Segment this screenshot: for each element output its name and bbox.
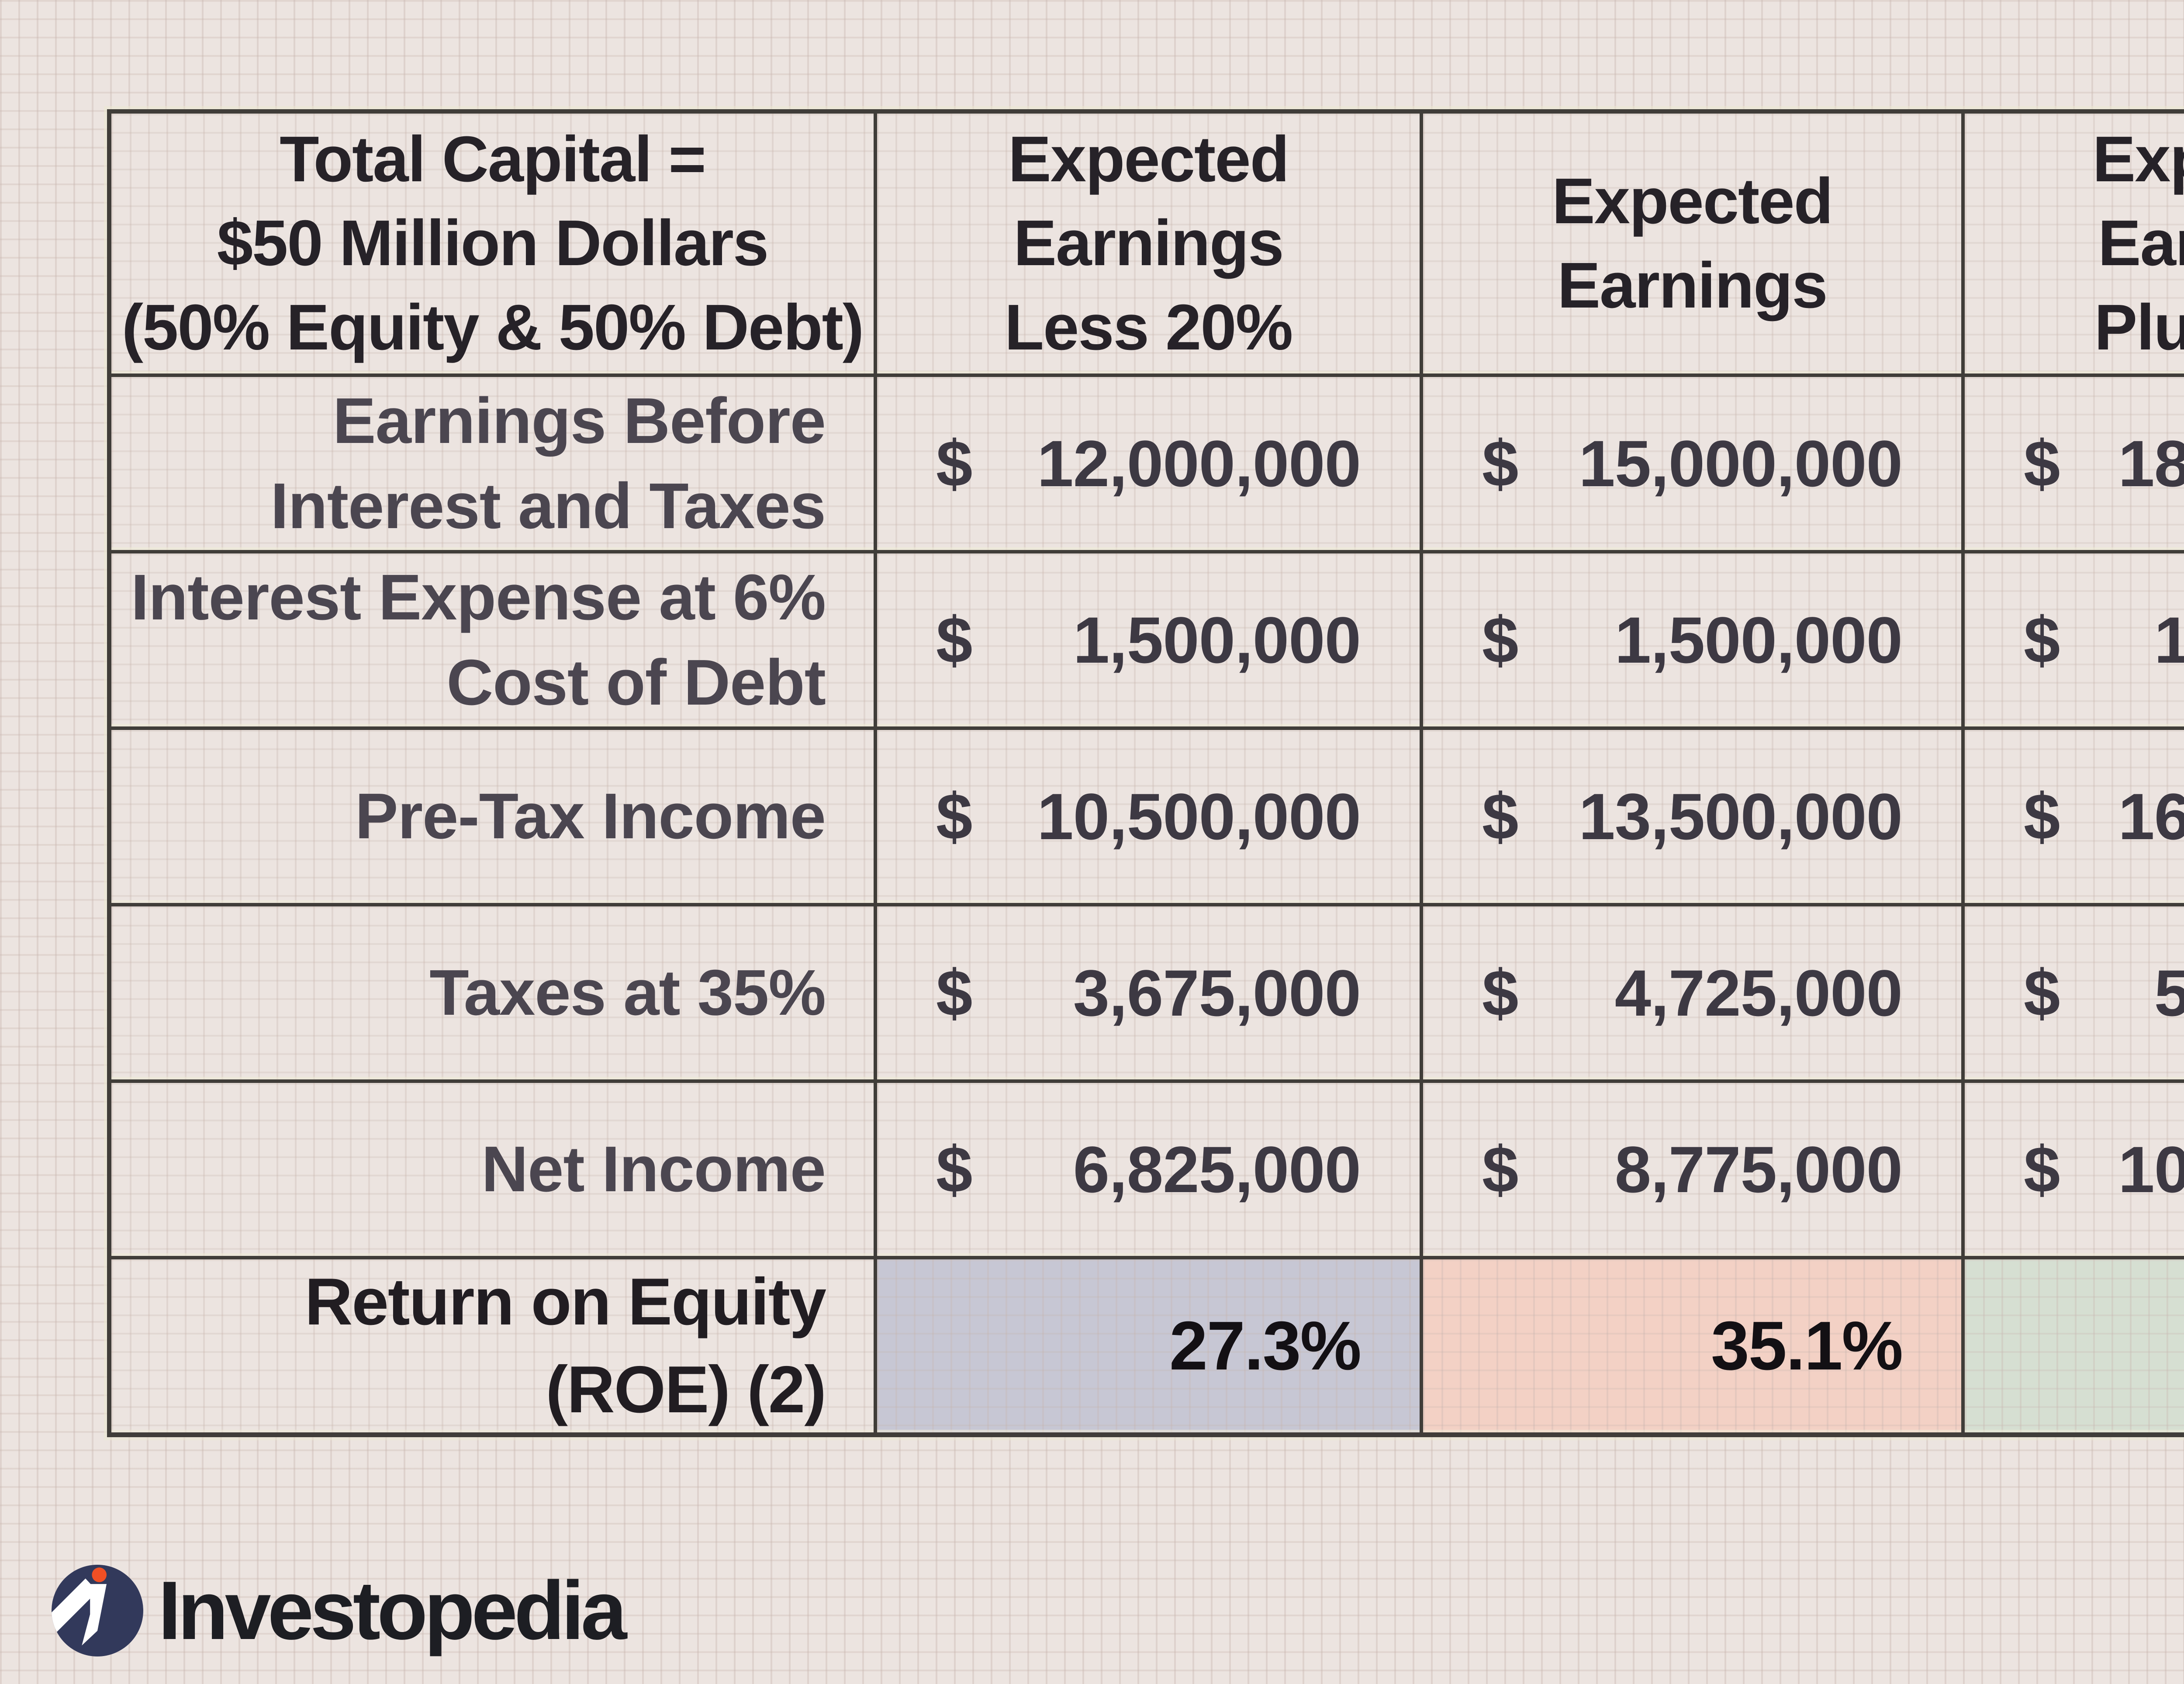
header-line: Expected Earnings — [1008, 123, 1289, 280]
row-label-line: Earnings Before — [332, 384, 826, 457]
amount: 16,500,000 — [2118, 779, 2184, 853]
investopedia-logo: Investopedia — [52, 1563, 627, 1658]
row-label-line: Net Income — [481, 1133, 826, 1206]
amount: 15,000,000 — [1579, 426, 1903, 500]
row-label-line: Interest Expense at 6% — [131, 561, 826, 633]
cell-interest-low: $ 1,500,000 — [877, 553, 1420, 726]
cell-pretax-mid: $ 13,500,000 — [1423, 730, 1961, 903]
currency-symbol: $ — [2024, 956, 2060, 1030]
currency-symbol: $ — [1482, 956, 1518, 1030]
amount: 1,500,000 — [1073, 603, 1361, 677]
amount: 3,675,000 — [1073, 956, 1361, 1030]
amount: 10,725,000 — [2118, 1132, 2184, 1206]
amount: 4,725,000 — [1614, 956, 1903, 1030]
row-label-interest-expense: Interest Expense at 6% Cost of Debt — [111, 553, 874, 726]
currency-symbol: $ — [2024, 779, 2060, 853]
currency-symbol: $ — [936, 426, 972, 500]
header-total-capital: Total Capital = $50 Million Dollars (50%… — [111, 114, 874, 373]
header-line: (50% Equity & 50% Debt) — [121, 291, 864, 363]
currency-symbol: $ — [936, 956, 972, 1030]
row-label-line: Return on Equity — [304, 1265, 826, 1339]
amount: 6,825,000 — [1073, 1132, 1361, 1206]
amount: 12,000,000 — [1037, 426, 1361, 500]
header-line: Total Capital = — [280, 123, 706, 195]
row-label-line: Pre-Tax Income — [355, 780, 826, 853]
amount: 10,500,000 — [1037, 779, 1361, 853]
currency-symbol: $ — [2024, 1132, 2060, 1206]
roe-scenario-table: Total Capital = $50 Million Dollars (50%… — [107, 109, 2184, 1437]
cell-pretax-low: $ 10,500,000 — [877, 730, 1420, 903]
investopedia-wordmark: Investopedia — [158, 1564, 627, 1657]
cell-netincome-mid: $ 8,775,000 — [1423, 1083, 1961, 1256]
amount: 13,500,000 — [1579, 779, 1903, 853]
cell-roe-mid: 35.1% — [1423, 1259, 1961, 1432]
currency-symbol: $ — [2024, 426, 2060, 500]
roe-value: 35.1% — [1711, 1307, 1903, 1384]
cell-ebit-mid: $ 15,000,000 — [1423, 377, 1961, 550]
cell-taxes-high: $ 5,775,000 — [1965, 906, 2184, 1079]
row-label-roe: Return on Equity (ROE) (2) — [111, 1259, 874, 1432]
amount: 5,775,000 — [2154, 956, 2184, 1030]
currency-symbol: $ — [936, 1132, 972, 1206]
amount: 1,500,000 — [1614, 603, 1903, 677]
currency-symbol: $ — [1482, 779, 1518, 853]
row-label-net-income: Net Income — [111, 1083, 874, 1256]
header-expected-earnings: Expected Earnings — [1423, 114, 1961, 373]
currency-symbol: $ — [1482, 603, 1518, 677]
cell-ebit-low: $ 12,000,000 — [877, 377, 1420, 550]
header-expected-earnings-less-20: Expected Earnings Less 20% — [877, 114, 1420, 373]
row-label-line: Interest and Taxes — [270, 470, 826, 542]
cell-netincome-high: $ 10,725,000 — [1965, 1083, 2184, 1256]
row-label-line: Taxes at 35% — [429, 957, 826, 1029]
row-label-line: (ROE) (2) — [546, 1352, 826, 1427]
header-expected-earnings-plus-20: Expected Earnings Plus 20% — [1965, 114, 2184, 373]
header-line: Expected Earnings — [1552, 165, 1833, 322]
cell-taxes-low: $ 3,675,000 — [877, 906, 1420, 1079]
currency-symbol: $ — [1482, 1132, 1518, 1206]
cell-netincome-low: $ 6,825,000 — [877, 1083, 1420, 1256]
cell-taxes-mid: $ 4,725,000 — [1423, 906, 1961, 1079]
cell-pretax-high: $ 16,500,000 — [1965, 730, 2184, 903]
row-label-line: Cost of Debt — [446, 647, 826, 719]
header-line: $50 Million Dollars — [217, 207, 769, 280]
header-line: Plus 20% — [2094, 291, 2184, 363]
header-line: Less 20% — [1004, 291, 1293, 363]
row-label-taxes: Taxes at 35% — [111, 906, 874, 1079]
roe-value: 27.3% — [1169, 1307, 1362, 1384]
currency-symbol: $ — [1482, 426, 1518, 500]
investopedia-logo-icon — [52, 1565, 143, 1656]
row-label-pretax-income: Pre-Tax Income — [111, 730, 874, 903]
cell-interest-mid: $ 1,500,000 — [1423, 553, 1961, 726]
currency-symbol: $ — [2024, 603, 2060, 677]
amount: 8,775,000 — [1614, 1132, 1903, 1206]
cell-ebit-high: $ 18,000,000 — [1965, 377, 2184, 550]
currency-symbol: $ — [936, 779, 972, 853]
cell-roe-high: 42.9% — [1965, 1259, 2184, 1432]
amount: 1,500,000 — [2154, 603, 2184, 677]
row-label-ebit: Earnings Before Interest and Taxes — [111, 377, 874, 550]
cell-interest-high: $ 1,500,000 — [1965, 553, 2184, 726]
header-line: Expected Earnings — [2092, 123, 2184, 280]
amount: 18,000,000 — [2118, 426, 2184, 500]
cell-roe-low: 27.3% — [877, 1259, 1420, 1432]
currency-symbol: $ — [936, 603, 972, 677]
